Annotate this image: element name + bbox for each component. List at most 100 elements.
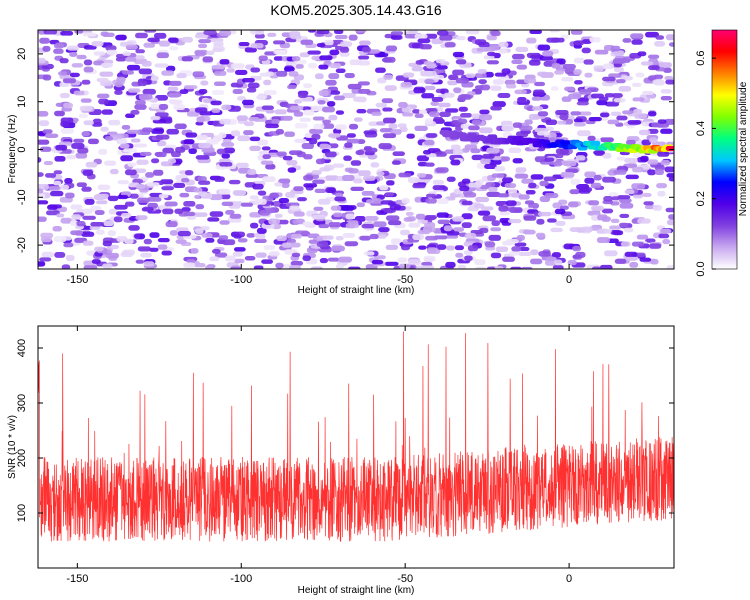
heatmap-cell [115,57,127,62]
heatmap-cell [467,91,476,96]
heatmap-cell [356,109,367,114]
heatmap-cell [233,247,246,252]
heatmap-cell [355,30,367,33]
heatmap-cell [303,154,313,160]
heatmap-cell [132,179,144,184]
heatmap-cell [486,266,496,269]
heatmap-cell [364,215,379,221]
heatmap-cell [107,195,119,202]
heatmap-cell [402,112,414,117]
heatmap-cell [359,40,371,46]
heatmap-cell [335,124,347,130]
snr-ylabel: SNR (10 * v/v) [7,415,18,479]
heatmap-cell [290,34,302,40]
heatmap-cell [576,130,591,137]
heatmap-cell [405,211,414,216]
heatmap-cell [650,258,659,265]
heatmap-cell [528,114,541,120]
heatmap-cell [265,123,279,129]
heatmap-cell [613,66,625,73]
heatmap-cell [479,227,489,234]
heatmap-cell [398,172,412,178]
heatmap-cell [325,151,337,158]
heatmap-cell [361,46,371,53]
heatmap-cell [384,261,399,266]
heatmap-cell [196,134,208,140]
heatmap-cell [120,155,134,162]
heatmap-cell [426,248,441,254]
heatmap-cell [149,232,160,238]
heatmap-cell [490,252,502,259]
heatmap-cell [514,242,527,247]
heatmap-cell [664,166,674,173]
colorbar-tick-label: 0.2 [695,191,707,206]
heatmap-cell [376,171,385,176]
heatmap-cell [311,214,326,220]
heatmap-cell [61,264,71,269]
heatmap-cell [416,173,427,178]
heatmap-cell [232,89,244,94]
heatmap-cell [275,129,285,135]
heatmap-cell [491,220,501,227]
heatmap-cell [94,246,104,252]
heatmap-cell [71,142,85,149]
heatmap-cell [81,131,91,136]
heatmap-cell [186,111,200,117]
heatmap-cell [38,188,44,194]
heatmap-cell [412,109,421,114]
heatmap-cell [534,81,546,87]
heatmap-cell [467,245,479,252]
heatmap-cell [506,239,519,244]
heatmap-cell [53,170,63,175]
heatmap-cell [546,256,557,262]
heatmap-cell [211,90,225,95]
heatmap-cell [59,184,70,190]
heatmap-cell [583,59,594,65]
heatmap-cell [534,127,549,133]
heatmap-cell [632,152,642,158]
heatmap-cell [299,96,314,102]
heatmap-cell [373,221,387,228]
heatmap-cell [584,72,593,78]
heatmap-cell [318,224,330,229]
heatmap-cell [516,64,528,70]
heatmap-cell [258,55,268,61]
heatmap-cell [539,55,553,61]
heatmap-cell [526,37,537,44]
heatmap-cell [103,220,114,227]
heatmap-cell [477,210,491,216]
heatmap-cell [127,162,137,167]
heatmap-cell [214,176,225,182]
heatmap-cell [428,111,440,118]
heatmap-cell [509,207,523,213]
heatmap-cell [653,80,665,86]
heatmap-cell [574,40,584,46]
heatmap-cell [236,96,246,101]
heatmap-cell [647,159,659,165]
heatmap-cell [415,60,424,65]
heatmap-cell [390,238,402,245]
heatmap-cell [216,148,226,155]
heatmap-cell [613,98,626,103]
heatmap-cell [531,106,544,111]
heatmap-cell [276,235,287,242]
heatmap-cell [128,88,141,93]
heatmap-cell [575,155,586,161]
heatmap-cell [58,141,72,146]
heatmap-cell [414,125,428,132]
figure-title: KOM5.2025.305.14.43.G16 [270,2,441,18]
heatmap-cell [432,179,445,185]
heatmap-cell [92,118,102,125]
heatmap-cell [502,256,515,262]
heatmap-cell [211,108,221,113]
heatmap-cell [436,244,447,250]
heatmap-cell [250,67,261,73]
heatmap-cell [334,34,348,40]
heatmap-cell [444,149,456,154]
heatmap-cell [593,174,602,181]
colorbar-label: Normalized spectral amplitude [738,81,749,216]
heatmap-cell [499,156,511,162]
heatmap-cell [137,80,148,87]
heatmap-cell [322,235,334,240]
heatmap-cell [193,262,206,268]
